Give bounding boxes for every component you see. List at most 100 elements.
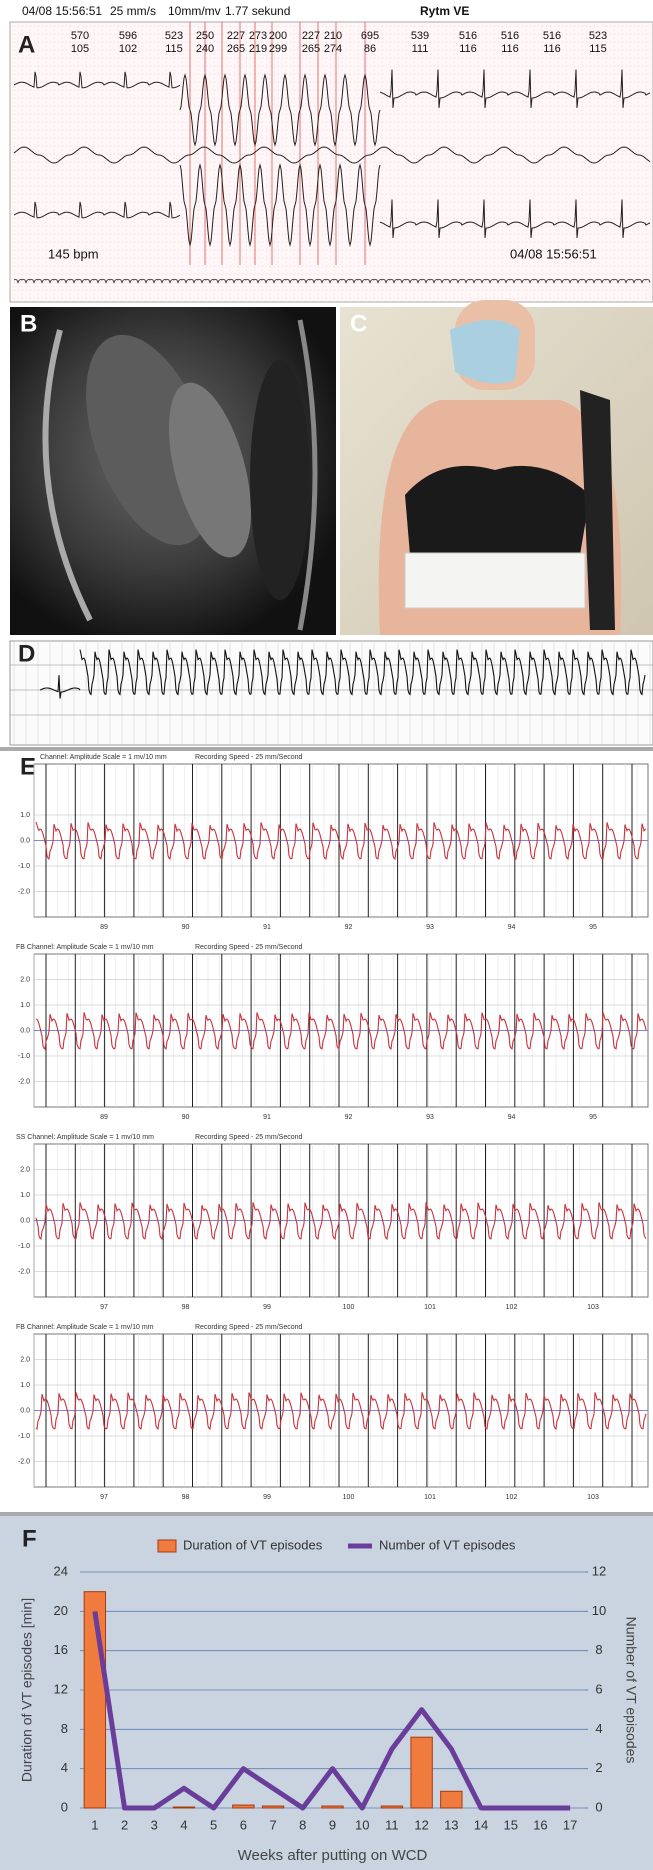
strip-header: FB Channel: Amplitude Scale = 1 mv/10 mm — [16, 944, 154, 951]
ecg-trace — [13, 278, 651, 284]
x-tick-label: 4 — [180, 1817, 187, 1832]
heart-rate: 86 — [364, 43, 376, 55]
x-tick-label: 12 — [414, 1817, 428, 1832]
legend-swatch — [157, 1539, 177, 1553]
x-tick-label: 98 — [182, 1304, 190, 1311]
photo-strap — [580, 390, 615, 630]
x-tick-label: 90 — [182, 1114, 190, 1121]
x-tick-label: 95 — [589, 1114, 597, 1121]
x-tick-label: 10 — [355, 1817, 369, 1832]
bar — [321, 1805, 344, 1809]
x-tick-label: 94 — [508, 1114, 516, 1121]
x-tick-label: 11 — [385, 1817, 399, 1832]
y2-tick-label: 6 — [595, 1681, 602, 1696]
y-tick-label: -2.0 — [18, 1078, 30, 1085]
x-tick-label: 90 — [182, 924, 190, 931]
bpm: 145 bpm — [48, 246, 99, 261]
y-tick-label: -1.0 — [18, 1053, 30, 1060]
panel-letter: F — [22, 1525, 37, 1552]
photo-belt — [404, 552, 586, 609]
x-tick-label: 93 — [426, 1114, 434, 1121]
y-tick-label: 24 — [54, 1563, 68, 1578]
rr-interval: 516 — [501, 30, 519, 42]
x-tick-label: 1 — [91, 1817, 98, 1832]
strip-speed: Recording Speed - 25 mm/Second — [195, 1134, 302, 1141]
x-tick-label: 89 — [100, 1114, 108, 1121]
y2-tick-label: 0 — [595, 1799, 602, 1814]
x-tick-label: 7 — [269, 1817, 276, 1832]
bar — [261, 1805, 285, 1809]
photo-mask — [450, 320, 520, 384]
rr-interval: 273 — [249, 30, 267, 42]
bar — [380, 1805, 404, 1809]
ecg-trace — [35, 1012, 647, 1051]
y-tick-label: 0.0 — [20, 1217, 30, 1224]
ecg-trace — [35, 1202, 647, 1241]
y-tick-label: 12 — [54, 1681, 68, 1696]
y-axis-title: Duration of VT episodes [min] — [19, 1598, 35, 1782]
panel-letter: C — [350, 310, 367, 337]
y-tick-label: -1.0 — [18, 1243, 30, 1250]
ecg-trace — [13, 163, 651, 247]
x-tick-label: 99 — [263, 1304, 271, 1311]
strip-header: SS Channel: Amplitude Scale = 1 mv/10 mm — [16, 1134, 154, 1141]
panel-letter: A — [18, 31, 35, 58]
ecg-header: 25 mm/s — [110, 4, 156, 18]
heart-rate: 111 — [412, 43, 429, 55]
x-tick-label: 98 — [182, 1494, 190, 1501]
y-tick-label: 2.0 — [20, 1166, 30, 1173]
separator — [0, 1512, 653, 1516]
x-tick-label: 97 — [100, 1494, 108, 1501]
ecg-header: 04/08 15:56:51 — [22, 4, 102, 18]
x-tick-label: 103 — [587, 1304, 599, 1311]
heart-rate: 219 — [249, 43, 267, 55]
ecg-trace — [13, 69, 651, 147]
rr-interval: 516 — [543, 30, 561, 42]
x-tick-label: 92 — [345, 1114, 353, 1121]
x-tick-label: 16 — [533, 1817, 547, 1832]
x-tick-label: 5 — [210, 1817, 217, 1832]
x-tick-label: 100 — [343, 1494, 355, 1501]
y-tick-label: 2.0 — [20, 1356, 30, 1363]
mri-septum — [168, 382, 252, 558]
x-tick-label: 89 — [100, 924, 108, 931]
x-axis-title: Weeks after putting on WCD — [238, 1847, 428, 1864]
x-tick-label: 95 — [589, 924, 597, 931]
y-tick-label: 20 — [54, 1603, 68, 1618]
x-tick-label: 14 — [474, 1817, 488, 1832]
y-tick-label: -1.0 — [18, 1433, 30, 1440]
x-tick-label: 101 — [424, 1494, 436, 1501]
rr-interval: 250 — [196, 30, 214, 42]
strip-header: FB Channel: Amplitude Scale = 1 mv/10 mm — [16, 1324, 154, 1331]
line — [92, 1610, 571, 1811]
heart-rate: 105 — [71, 43, 89, 55]
y-tick-label: -2.0 — [18, 1458, 30, 1465]
y-tick-label: -2.0 — [18, 888, 30, 895]
footer-time: 04/08 15:56:51 — [510, 246, 597, 261]
photo-garment — [405, 465, 590, 555]
mri-lung — [250, 360, 310, 600]
x-tick-label: 91 — [263, 924, 271, 931]
rhythm-label: Rytm VE — [420, 4, 469, 18]
heart-rate: 265 — [227, 43, 245, 55]
x-tick-label: 103 — [587, 1494, 599, 1501]
x-tick-label: 6 — [240, 1817, 247, 1832]
x-tick-label: 2 — [121, 1817, 128, 1832]
ecg-trace — [39, 649, 646, 699]
rr-interval: 516 — [459, 30, 477, 42]
y-tick-label: -1.0 — [18, 863, 30, 870]
x-tick-label: 101 — [424, 1304, 436, 1311]
heart-rate: 116 — [501, 43, 519, 55]
y2-tick-label: 4 — [595, 1721, 602, 1736]
rr-interval: 210 — [324, 30, 342, 42]
rr-interval: 539 — [411, 30, 429, 42]
panel-d: D — [9, 640, 653, 746]
heart-rate: 299 — [269, 43, 287, 55]
rr-interval: 596 — [119, 30, 137, 42]
heart-rate: 115 — [589, 43, 607, 55]
legend-label: Number of VT episodes — [379, 1537, 516, 1552]
ecg-header: 10mm/mv — [168, 4, 221, 18]
rr-interval: 695 — [361, 30, 379, 42]
